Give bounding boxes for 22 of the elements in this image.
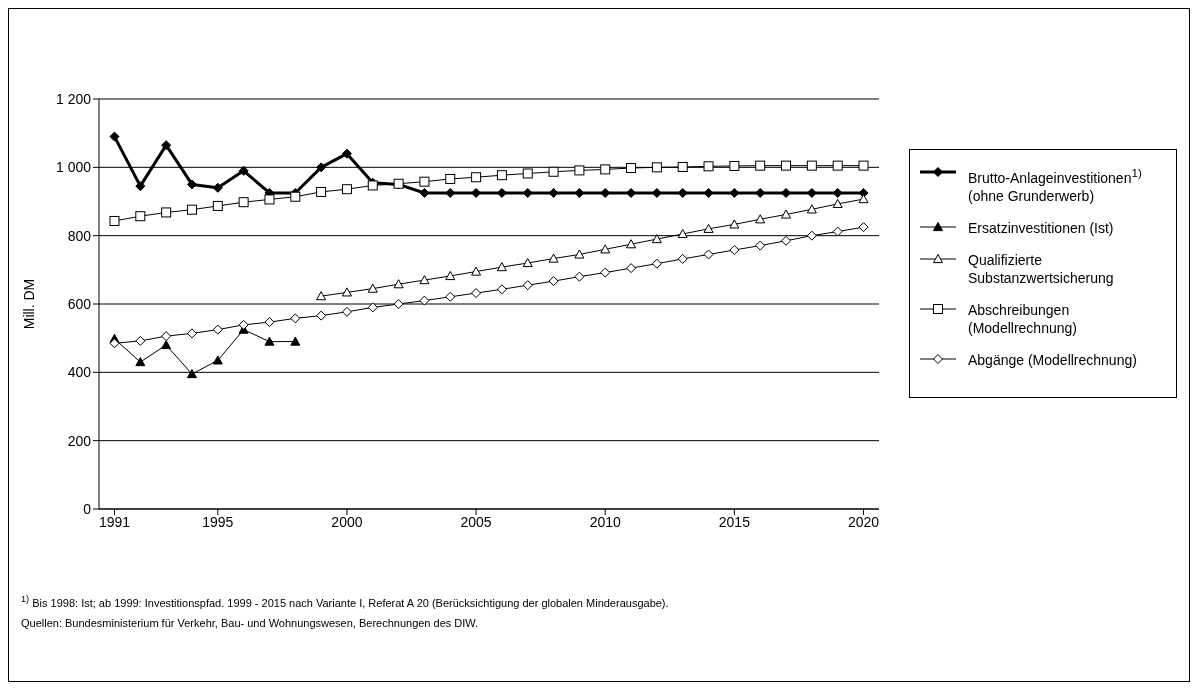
x-tick-label: 2000 [331, 513, 363, 530]
y-tick-label: 200 [67, 432, 92, 449]
text: $^{1)}$ Bis 1998: Ist; ab 1999: Investitionspfad. 1999 - 2015 nach Variante I, Referat A 20 (Berücksichtigung der globalen Minderausgabe). [21, 594, 669, 609]
source-note: Quellen: Bundesministerium für Verkehr, Bau- und Wohnungswesen, Berechnungen des DIW. [21, 616, 479, 629]
text: Brutto-Anlageinvestitionen$^{1)}$ (ohne Grunderwerb) [968, 166, 1142, 204]
legend-label: Ersatzinvestitionen (Ist) [968, 219, 1114, 236]
legend-label: Abschreibungen (Modellrechnung) [968, 301, 1077, 336]
legend-label: Abgänge (Modellrechnung) [968, 351, 1137, 368]
x-tick-label: 1991 [98, 513, 131, 530]
y-tick-label: 800 [67, 227, 92, 244]
x-tick-label: 1995 [202, 513, 234, 530]
x-tick-label: 2005 [460, 513, 492, 530]
y-tick-label: 1 000 [55, 159, 92, 176]
y-axis-title: Mill. DM [20, 278, 37, 330]
x-tick-label: 2015 [718, 513, 751, 530]
y-tick-label: 0 [83, 500, 92, 517]
x-tick-label: 2020 [847, 513, 880, 530]
legend-label: Qualifizierte Substanzwertsicherung [968, 251, 1114, 286]
y-tick-label: 600 [67, 295, 92, 312]
y-tick-label: 1 200 [55, 90, 92, 107]
y-tick-label: 400 [67, 364, 92, 381]
x-tick-label: 2010 [589, 513, 622, 530]
